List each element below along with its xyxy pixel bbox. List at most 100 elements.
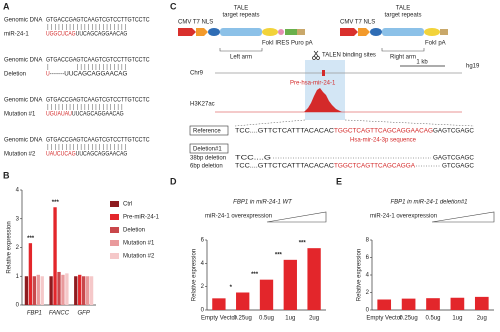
construct-label: target repeats bbox=[222, 13, 259, 19]
y-tick-label: 3 bbox=[16, 216, 20, 222]
bar bbox=[85, 276, 90, 305]
sequence: GTCGAGC bbox=[442, 164, 475, 170]
panel-label: E bbox=[336, 176, 342, 186]
track-peak bbox=[304, 88, 342, 112]
y-tick-label: 0 bbox=[201, 308, 205, 314]
legend-swatch bbox=[110, 214, 119, 220]
sequence: TGGCTCAGTTCAGCAGGAACAG bbox=[334, 129, 433, 135]
legend-label: Pre-miR-24-1 bbox=[123, 215, 160, 221]
foki bbox=[424, 28, 440, 36]
sequence: GAGTCGAGC bbox=[433, 156, 475, 162]
foki bbox=[262, 28, 278, 36]
sequence: GTGACCGAGTCAAGTCGTCCTTGTCCTC bbox=[46, 18, 150, 24]
sequence: UUCAGCAGGAACAG bbox=[72, 112, 124, 118]
zoom-lines bbox=[234, 119, 475, 127]
y-tick-label: 6 bbox=[201, 238, 205, 244]
x-tick-label: 2ug bbox=[309, 316, 319, 322]
dose-triangle bbox=[266, 211, 327, 223]
y-axis-label: Relative expression bbox=[192, 249, 198, 301]
x-tick-label: 1ug bbox=[285, 316, 295, 322]
sequence: UGGCUCAG bbox=[46, 32, 76, 38]
bar bbox=[57, 271, 61, 305]
label-box bbox=[189, 125, 229, 136]
ires bbox=[278, 29, 284, 35]
pa bbox=[297, 29, 305, 35]
construct-label: target repeats bbox=[384, 13, 421, 19]
cmv bbox=[178, 28, 196, 36]
scale-label: 1 kb bbox=[416, 60, 428, 66]
seq-label: Genomic DNA bbox=[4, 18, 42, 24]
tale-repeats bbox=[382, 28, 424, 36]
sequence: UGUAUAU bbox=[46, 112, 72, 118]
bar bbox=[450, 297, 465, 310]
gene-mark bbox=[322, 70, 325, 76]
sequence: GTGACCGAGTCAAGTCGTCCTTGTCCTC bbox=[46, 98, 150, 104]
bar bbox=[28, 243, 33, 305]
sequence: GAGTCGAGC bbox=[433, 129, 475, 135]
legend-swatch bbox=[110, 227, 119, 233]
x-tick-label: GFP bbox=[77, 311, 89, 317]
t7 bbox=[358, 28, 370, 36]
x-tick-label: FBP1 bbox=[27, 311, 42, 317]
reference-label: Reference bbox=[193, 129, 221, 135]
bar bbox=[24, 276, 29, 305]
seq-label: Genomic DNA bbox=[4, 98, 42, 104]
legend-label: Mutation #1 bbox=[123, 241, 155, 247]
y-tick-label: 4 bbox=[201, 261, 205, 267]
bar bbox=[426, 298, 440, 310]
sequence: UUCAGCAGGAACAG bbox=[76, 152, 128, 158]
binding-label: TALEN binding sites bbox=[322, 53, 376, 59]
legend-label: Ctrl bbox=[123, 202, 132, 208]
chart-title: FBP1 in miR-24-1 deletion#1 bbox=[390, 200, 467, 206]
cmv bbox=[340, 28, 358, 36]
y-tick-label: 0 bbox=[16, 303, 20, 309]
bar bbox=[49, 276, 53, 305]
x-tick-label: 0.25ug bbox=[399, 316, 417, 322]
seq-label: Mutation #2 bbox=[4, 152, 36, 158]
panel-label: B bbox=[3, 170, 10, 180]
construct-label: TALE bbox=[396, 6, 411, 12]
seq-label: Genomic DNA bbox=[4, 138, 42, 144]
bar bbox=[89, 276, 94, 305]
bar bbox=[32, 276, 37, 305]
construct-label: CMV T7 NLS bbox=[178, 20, 213, 26]
sequence: U bbox=[46, 72, 50, 78]
y-tick-label: 6 bbox=[366, 255, 370, 261]
bracket bbox=[381, 48, 425, 52]
seq-label: miR-24-1 bbox=[4, 32, 29, 38]
sequence: TCC....GTTCTCATTTACACAC bbox=[235, 129, 335, 135]
seq-label: Genomic DNA bbox=[4, 58, 42, 64]
bar bbox=[212, 298, 226, 310]
significance: * bbox=[230, 285, 233, 291]
y-tick-label: 2 bbox=[366, 290, 370, 296]
deletion-name: 38bp deletion bbox=[190, 156, 226, 162]
y-tick-label: 4 bbox=[366, 273, 370, 279]
legend-label: Mutation #2 bbox=[123, 254, 155, 260]
y-tick-label: 2 bbox=[201, 284, 205, 290]
x-tick-label: 2ug bbox=[477, 316, 487, 322]
sequence: GTGACCGAGTCAAGTCGTCCTTGTCCTC bbox=[46, 138, 150, 144]
bar bbox=[307, 248, 321, 310]
sequence: -------UUCAGCAGGAACAG bbox=[50, 72, 128, 78]
significance: *** bbox=[251, 272, 259, 278]
nls bbox=[208, 28, 220, 36]
sequence: TGGCTCAGTTCAGCAGGA bbox=[334, 164, 415, 170]
nls bbox=[370, 28, 382, 36]
construct-label: FokI pA bbox=[425, 41, 446, 47]
x-tick-label: Empty Vector bbox=[201, 316, 237, 322]
x-tick-label: 0.5ug bbox=[425, 316, 440, 322]
pa bbox=[440, 29, 448, 35]
seq-label: Mutation #1 bbox=[4, 112, 36, 118]
bar bbox=[65, 273, 69, 305]
assembly-label: hg19 bbox=[466, 64, 480, 70]
panel-c: TALE target repeats CMV T7 NLS FokI IRES… bbox=[178, 6, 480, 170]
y-tick-label: 8 bbox=[366, 238, 370, 244]
panel-label: D bbox=[170, 176, 177, 186]
arm-label: Right arm bbox=[390, 55, 416, 61]
overexpression-label: miR-24-1 overexpression bbox=[205, 214, 272, 220]
construct-label: FokI IRES Puro pA bbox=[262, 41, 313, 47]
deletion-name: 6bp deletion bbox=[190, 164, 223, 170]
bar bbox=[474, 296, 489, 310]
tale-repeats bbox=[220, 28, 262, 36]
